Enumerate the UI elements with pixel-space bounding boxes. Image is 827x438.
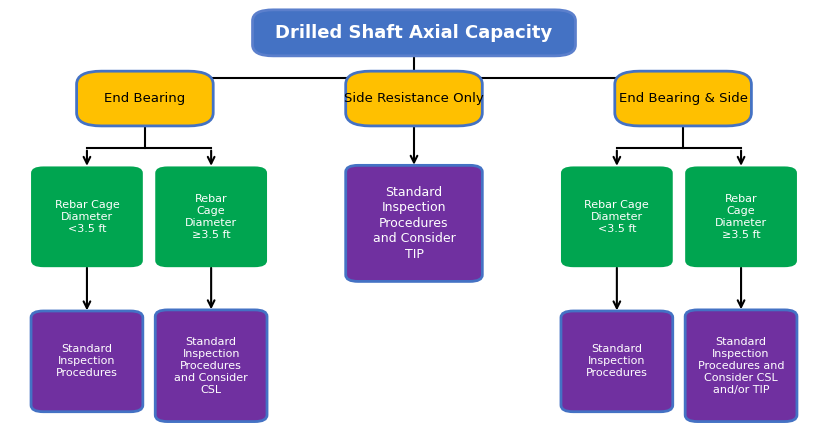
FancyBboxPatch shape	[31, 166, 143, 267]
Text: End Bearing: End Bearing	[104, 92, 185, 105]
Text: Standard
Inspection
Procedures
and Consider
CSL: Standard Inspection Procedures and Consi…	[174, 337, 248, 395]
FancyBboxPatch shape	[685, 310, 796, 421]
FancyBboxPatch shape	[76, 71, 213, 126]
Text: Standard
Inspection
Procedures and
Consider CSL
and/or TIP: Standard Inspection Procedures and Consi…	[697, 337, 783, 395]
Text: Rebar Cage
Diameter
<3.5 ft: Rebar Cage Diameter <3.5 ft	[55, 200, 119, 234]
FancyBboxPatch shape	[31, 311, 143, 412]
FancyBboxPatch shape	[685, 166, 796, 267]
FancyBboxPatch shape	[561, 166, 672, 267]
Text: Rebar
Cage
Diameter
≥3.5 ft: Rebar Cage Diameter ≥3.5 ft	[185, 194, 237, 240]
Text: End Bearing & Side: End Bearing & Side	[618, 92, 747, 105]
Text: Standard
Inspection
Procedures: Standard Inspection Procedures	[586, 344, 647, 378]
FancyBboxPatch shape	[346, 71, 481, 126]
FancyBboxPatch shape	[252, 10, 575, 56]
FancyBboxPatch shape	[155, 166, 266, 267]
Text: Rebar Cage
Diameter
<3.5 ft: Rebar Cage Diameter <3.5 ft	[584, 200, 648, 234]
FancyBboxPatch shape	[614, 71, 751, 126]
Text: Rebar
Cage
Diameter
≥3.5 ft: Rebar Cage Diameter ≥3.5 ft	[715, 194, 766, 240]
FancyBboxPatch shape	[561, 311, 672, 412]
Text: Standard
Inspection
Procedures: Standard Inspection Procedures	[56, 344, 117, 378]
Text: Side Resistance Only: Side Resistance Only	[344, 92, 483, 105]
Text: Drilled Shaft Axial Capacity: Drilled Shaft Axial Capacity	[275, 24, 552, 42]
Text: Standard
Inspection
Procedures
and Consider
TIP: Standard Inspection Procedures and Consi…	[372, 186, 455, 261]
FancyBboxPatch shape	[346, 165, 481, 282]
FancyBboxPatch shape	[155, 310, 266, 421]
